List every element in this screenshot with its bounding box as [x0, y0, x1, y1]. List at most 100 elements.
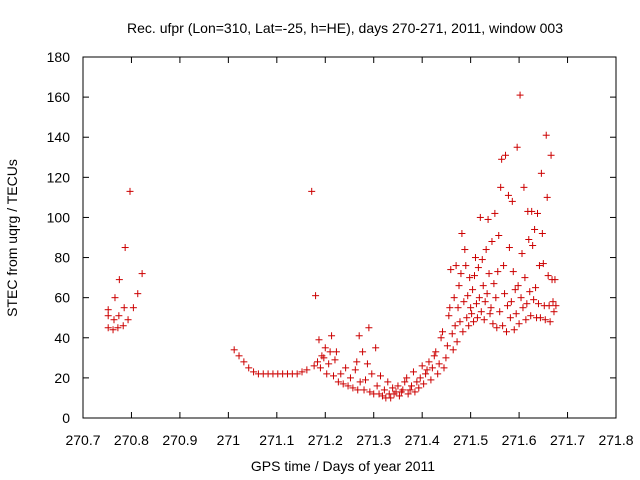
data-point	[502, 328, 510, 336]
data-point	[250, 368, 258, 376]
data-point	[519, 304, 527, 312]
data-point	[365, 324, 373, 332]
data-point	[486, 310, 494, 318]
data-point	[452, 262, 460, 270]
x-tick-label: 271.8	[598, 432, 633, 448]
data-point	[542, 131, 550, 139]
data-point	[480, 316, 488, 324]
data-point	[104, 306, 112, 314]
data-point	[534, 209, 542, 217]
data-point	[403, 374, 411, 382]
y-tick-label: 120	[47, 169, 71, 185]
data-point	[363, 360, 371, 368]
data-point	[442, 354, 450, 362]
data-point	[525, 236, 533, 244]
data-point	[489, 320, 497, 328]
data-point	[490, 280, 498, 288]
data-point	[134, 290, 142, 298]
data-point	[527, 312, 535, 320]
data-point	[492, 294, 500, 302]
data-point	[310, 362, 318, 370]
data-point	[530, 296, 538, 304]
data-point	[508, 197, 516, 205]
data-point	[126, 187, 134, 195]
data-point	[422, 370, 430, 378]
data-point	[435, 360, 443, 368]
data-point	[469, 286, 477, 294]
data-point	[235, 352, 243, 360]
data-point	[411, 388, 419, 396]
x-tick-label: 271	[217, 432, 241, 448]
data-point	[104, 324, 112, 332]
data-point	[423, 366, 431, 374]
data-point	[330, 372, 338, 380]
data-point	[401, 378, 409, 386]
data-point	[463, 314, 471, 322]
data-point	[439, 328, 447, 336]
data-point	[536, 314, 544, 322]
data-point	[351, 366, 359, 374]
data-point	[428, 364, 436, 372]
data-point	[230, 346, 238, 354]
data-point	[474, 264, 482, 272]
data-point	[510, 326, 518, 334]
data-point	[543, 193, 551, 201]
data-point	[551, 276, 559, 284]
data-point	[293, 370, 301, 378]
data-point	[360, 386, 368, 394]
data-point	[521, 274, 529, 282]
data-point	[495, 231, 503, 239]
data-point	[450, 294, 458, 302]
data-point	[518, 250, 526, 258]
data-point	[534, 300, 542, 308]
data-point	[481, 298, 489, 306]
data-point	[387, 394, 395, 402]
data-point	[316, 364, 324, 372]
data-point	[493, 324, 501, 332]
data-point	[459, 328, 467, 336]
data-point	[456, 318, 464, 326]
data-point	[114, 324, 122, 332]
data-point	[496, 308, 504, 316]
data-point	[513, 143, 521, 151]
y-tick-label: 180	[47, 49, 71, 65]
data-point	[356, 378, 364, 386]
data-point	[121, 244, 129, 252]
data-point	[462, 262, 470, 270]
data-point	[437, 334, 445, 342]
y-tick-label: 80	[54, 250, 70, 266]
data-point	[344, 382, 352, 390]
data-point	[334, 378, 342, 386]
data-point	[115, 276, 123, 284]
data-point	[552, 302, 560, 310]
data-point	[523, 300, 531, 308]
data-point	[484, 215, 492, 223]
y-tick-label: 20	[54, 370, 70, 386]
data-point	[440, 364, 448, 372]
data-point	[119, 322, 127, 330]
y-tick-label: 160	[47, 89, 71, 105]
data-point	[115, 312, 123, 320]
y-tick-label: 60	[54, 290, 70, 306]
data-point	[506, 314, 514, 322]
data-point	[526, 288, 534, 296]
data-point	[408, 382, 416, 390]
data-point	[448, 330, 456, 338]
data-point	[545, 302, 553, 310]
data-point	[420, 380, 428, 388]
data-point	[111, 294, 119, 302]
data-point	[326, 348, 334, 356]
data-point	[457, 270, 465, 278]
data-point	[406, 386, 414, 394]
data-point	[497, 183, 505, 191]
data-point	[320, 354, 328, 362]
x-axis-label: GPS time / Days of year 2011	[251, 458, 435, 474]
data-point	[473, 314, 481, 322]
data-point	[550, 308, 558, 316]
data-point	[354, 386, 362, 394]
data-point	[461, 246, 469, 254]
data-point	[366, 388, 374, 396]
data-point	[368, 370, 376, 378]
data-point	[529, 242, 537, 250]
